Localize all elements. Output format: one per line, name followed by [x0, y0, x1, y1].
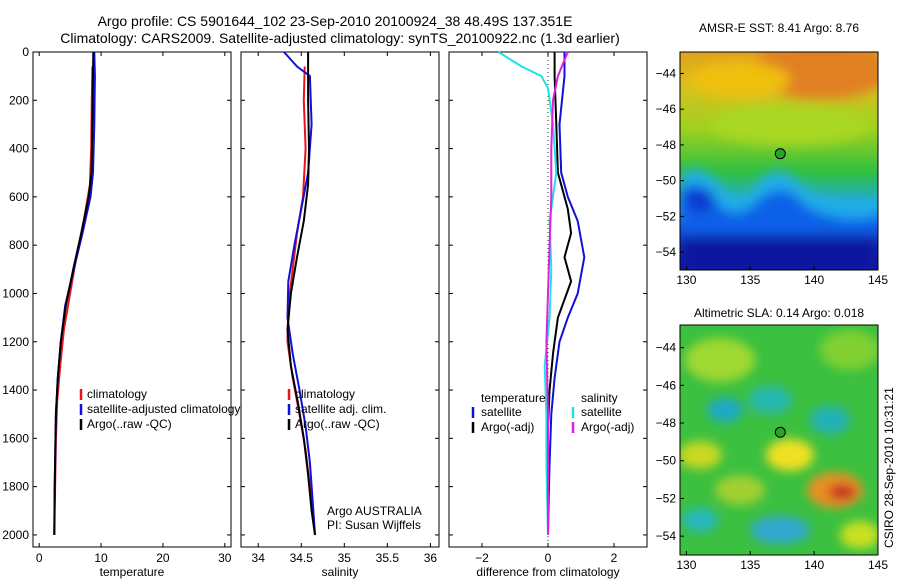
sst-map-frame: [679, 51, 879, 271]
depth-tick-label: 1400: [2, 383, 29, 397]
depth-tick-label: 0: [22, 45, 29, 59]
sla-map-ytick-label: −54: [656, 529, 677, 543]
sst-map-xtick-label: 130: [676, 273, 696, 287]
difference-legend-heading: temperature: [481, 391, 546, 405]
sla-map-ytick-label: −50: [656, 454, 677, 468]
depth-tick-label: 400: [9, 142, 29, 156]
depth-tick-label: 200: [9, 93, 29, 107]
depth-tick-label: 800: [9, 238, 29, 252]
salinity-xtick-label: 35: [338, 551, 352, 565]
salinity-legend-label: climatology: [295, 387, 355, 401]
temperature-series-line-1: [53, 51, 96, 535]
depth-tick-label: 1800: [2, 480, 29, 494]
sst-map-ytick-label: −52: [656, 209, 677, 223]
sla-map-ytick-label: −44: [656, 341, 677, 355]
sst-map-xtick-label: 140: [804, 273, 824, 287]
sla-map-xtick-label: 130: [676, 558, 696, 572]
sla-map-ytick-label: −46: [656, 378, 677, 392]
temperature-xtick-label: 10: [94, 551, 108, 565]
salinity-series-line-1: [283, 51, 316, 535]
sst-map-ytick-label: −48: [656, 138, 677, 152]
salinity-xtick-label: 36: [424, 551, 438, 565]
sst-map-ytick-label: −50: [656, 174, 677, 188]
sla-map-title: Altimetric SLA: 0.14 Argo: 0.018: [694, 306, 864, 320]
salinity-xlabel: salinity: [322, 565, 359, 579]
float-annotation: PI: Susan Wijffels: [327, 518, 421, 532]
sla-map-xtick-label: 135: [740, 558, 760, 572]
figure-title-line1: Argo profile: CS 5901644_102 23-Sep-2010…: [98, 13, 573, 29]
temperature-xlabel: temperature: [100, 565, 165, 579]
sla-map-xtick-label: 145: [868, 558, 888, 572]
sst-map-ytick-label: −44: [656, 66, 677, 80]
temperature-plot-area: [32, 51, 232, 548]
sst-argo-location-marker: [774, 148, 786, 160]
difference-series-line-3: [545, 51, 569, 535]
temperature-xtick-label: 30: [218, 551, 232, 565]
temperature-chart: 0 10 20 30 0 200 400 600 800 1000 1200 1400 1600 1800…: [2, 45, 240, 579]
watermark: CSIRO 28-Sep-2010 10:31:21: [882, 387, 896, 548]
difference-series-line-0: [547, 52, 586, 535]
sst-map-title: AMSR-E SST: 8.41 Argo: 8.76: [699, 21, 859, 35]
salinity-series-line-2: [286, 52, 316, 536]
salinity-xtick-label: 34: [252, 551, 266, 565]
salinity-xtick-label: 34.5: [290, 551, 314, 565]
sla-map-ytick-label: −52: [656, 491, 677, 505]
temperature-legend-label: satellite-adjusted climatology: [87, 402, 240, 416]
salinity-legend-label: Argo(..raw -QC): [295, 417, 380, 431]
sst-map-ytick-label: −46: [656, 102, 677, 116]
salinity-xtick-label: 35.5: [376, 551, 400, 565]
float-annotation: Argo AUSTRALIA: [327, 504, 422, 518]
salinity-plot-area: [240, 51, 440, 548]
difference-xtick-label: 0: [545, 551, 552, 565]
temperature-xtick-label: 0: [36, 551, 43, 565]
difference-legend-label: satellite: [481, 405, 522, 419]
salinity-chart: 34 34.5 35 35.5 36 salinity climatologysatelli…: [241, 51, 439, 579]
temperature-xtick-label: 20: [156, 551, 170, 565]
depth-tick-label: 1200: [2, 335, 29, 349]
sla-argo-location-marker: [774, 426, 786, 438]
depth-tick-label: 600: [9, 190, 29, 204]
difference-legend-label: Argo(-adj): [481, 420, 534, 434]
depth-tick-label: 1000: [2, 286, 29, 300]
depth-tick-label: 2000: [2, 528, 29, 542]
depth-tick-label: 1600: [2, 431, 29, 445]
temperature-series-line-0: [53, 66, 94, 535]
difference-legend-heading: salinity: [581, 391, 618, 405]
figure-title-line2: Climatology: CARS2009. Satellite-adjuste…: [60, 30, 620, 46]
temperature-legend-label: climatology: [87, 387, 147, 401]
sst-map-ytick-label: −54: [656, 245, 677, 259]
difference-xlabel: difference from climatology: [476, 565, 619, 579]
salinity-legend-label: satellite adj. clim.: [295, 402, 386, 416]
sst-map-xtick-label: 145: [868, 273, 888, 287]
sst-map-xtick-label: 135: [740, 273, 760, 287]
temperature-series-line-2: [53, 51, 95, 535]
difference-xtick-label: 2: [611, 551, 618, 565]
temperature-legend-label: Argo(..raw -QC): [87, 417, 172, 431]
difference-legend-label: Argo(-adj): [581, 420, 634, 434]
sla-map: Altimetric SLA: 0.14 Argo: 0.018 130 135 1…: [656, 306, 889, 572]
difference-legend-label: satellite: [581, 405, 622, 419]
sla-map-frame: [679, 324, 879, 556]
sla-map-xtick-label: 140: [804, 558, 824, 572]
difference-xtick-label: −2: [475, 551, 489, 565]
sla-map-ytick-label: −48: [656, 416, 677, 430]
sst-map: AMSR-E SST: 8.41 Argo: 8.76 130 135 140 145…: [656, 21, 889, 287]
